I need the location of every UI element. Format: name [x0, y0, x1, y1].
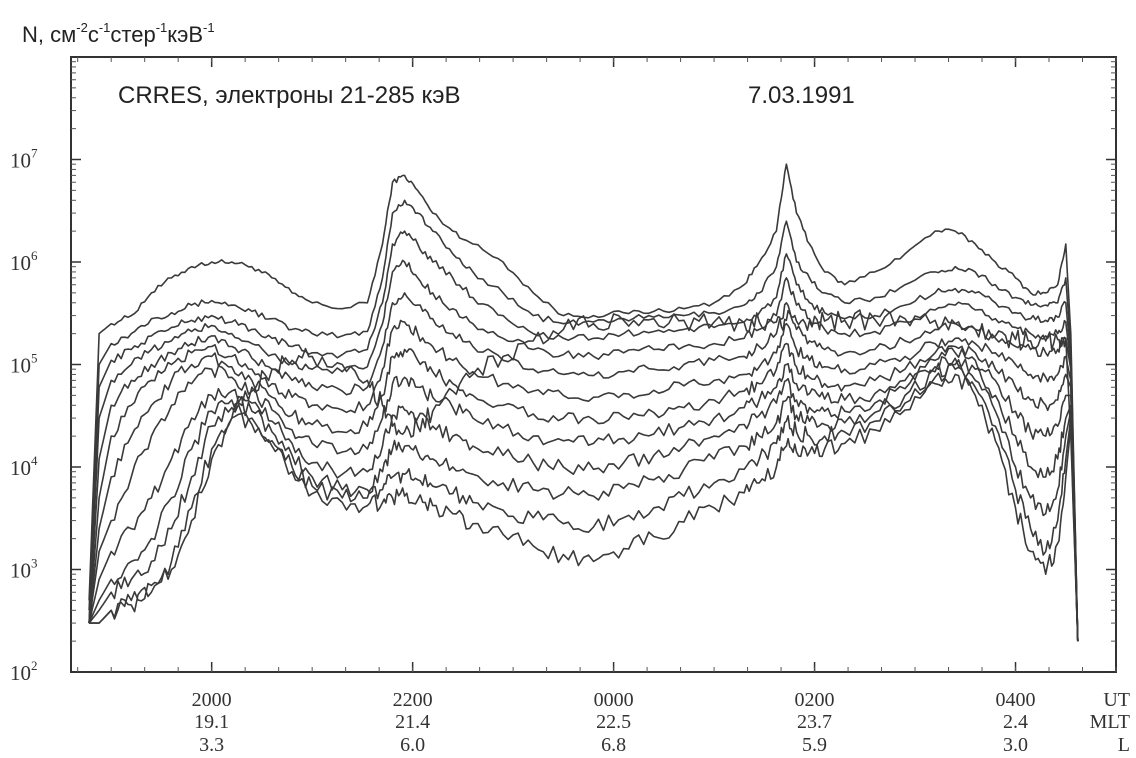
y-axis-label-text: N, см-2с-1стер-1кэВ-1 [22, 20, 215, 47]
y-tick-exponent: 7 [31, 146, 38, 161]
chart-title: CRRES, электроны 21-285 кэВ [118, 82, 460, 109]
y-label-text: стер [110, 22, 155, 47]
flux-series-line-7 [88, 342, 1079, 642]
y-tick-base: 10 [10, 661, 31, 685]
x-tick-label-mlt: 2.4 [1003, 711, 1028, 733]
flux-series-line-4 [88, 259, 1079, 642]
flux-series-line-8 [88, 347, 1079, 642]
y-label-superscript: -1 [99, 20, 111, 35]
flux-series-line-12 [89, 373, 1079, 642]
x-tick-label-ut: 2000 [192, 689, 232, 711]
y-tick-exponent: 3 [31, 556, 38, 571]
flux-series-line-2 [88, 199, 1079, 642]
flux-series-group [88, 163, 1079, 642]
y-label-text: кэВ [167, 22, 203, 47]
x-row-name-mlt: MLT [1090, 711, 1130, 733]
chart-date: 7.03.1991 [748, 82, 855, 109]
y-label-superscript: -1 [156, 20, 168, 35]
x-tick-label-l: 5.9 [802, 734, 827, 756]
y-axis-label: N, см-2с-1стер-1кэВ-1 [22, 20, 215, 47]
x-tick-label-mlt: 23.7 [797, 711, 832, 733]
x-row-name-ut: UT [1103, 689, 1130, 711]
y-label-superscript: -2 [76, 20, 88, 35]
y-tick-base: 10 [10, 456, 31, 480]
y-tick-label: 107 [10, 146, 38, 173]
x-tick-label-mlt: 19.1 [194, 711, 229, 733]
y-label-superscript: -1 [203, 20, 215, 35]
y-tick-base: 10 [10, 149, 31, 173]
x-tick-label-ut: 2200 [393, 689, 433, 711]
y-tick-label: 104 [10, 453, 38, 480]
y-tick-base: 10 [10, 251, 31, 275]
flux-series-line-13 [89, 309, 1079, 642]
flux-series-line-3 [88, 230, 1079, 642]
x-tick-label-l: 6.8 [601, 734, 626, 756]
y-label-text: N, см [22, 22, 76, 47]
x-tick-label-mlt: 21.4 [395, 711, 430, 733]
y-tick-exponent: 2 [31, 658, 38, 673]
plot-frame [70, 56, 1117, 673]
x-tick-label-mlt: 22.5 [596, 711, 631, 733]
x-tick-label-l: 3.3 [199, 734, 224, 756]
y-label-text: с [88, 22, 99, 47]
x-tick-label-ut: 0200 [795, 689, 835, 711]
x-row-name-l: L [1118, 734, 1130, 756]
x-tick-label-l: 3.0 [1003, 734, 1028, 756]
y-tick-exponent: 5 [31, 351, 38, 366]
x-tick-label-ut: 0400 [996, 689, 1036, 711]
y-tick-base: 10 [10, 354, 31, 378]
flux-series-line-1 [88, 163, 1079, 642]
y-tick-exponent: 6 [31, 248, 38, 263]
y-tick-exponent: 4 [31, 453, 38, 468]
y-tick-label: 105 [10, 351, 38, 378]
x-tick-label-ut: 0000 [594, 689, 634, 711]
y-tick-base: 10 [10, 559, 31, 583]
y-tick-label: 106 [10, 248, 38, 275]
flux-series-line-10 [88, 359, 1079, 642]
flux-series-line-5 [88, 292, 1079, 642]
x-tick-label-l: 6.0 [400, 734, 425, 756]
y-tick-label: 102 [10, 658, 38, 685]
y-tick-label: 103 [10, 556, 38, 583]
flux-series-line-6 [88, 319, 1079, 642]
flux-series-line-11 [88, 363, 1079, 642]
